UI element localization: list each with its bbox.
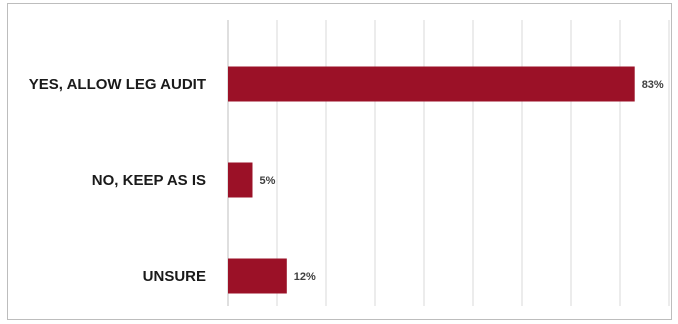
data-label: 83% <box>642 79 664 91</box>
gridlines <box>227 20 670 306</box>
chart-frame <box>7 3 672 320</box>
category-label: UNSURE <box>143 268 206 285</box>
category-label: YES, ALLOW LEG AUDIT <box>29 76 206 93</box>
bars <box>228 66 635 294</box>
data-label: 5% <box>260 175 276 187</box>
labels: YES, ALLOW LEG AUDIT 83% NO, KEEP AS IS 5% U… <box>29 76 664 285</box>
data-label: 12% <box>294 271 316 283</box>
bar <box>228 162 253 198</box>
bar <box>228 258 287 294</box>
category-label: NO, KEEP AS IS <box>92 172 206 189</box>
bar <box>228 66 635 102</box>
